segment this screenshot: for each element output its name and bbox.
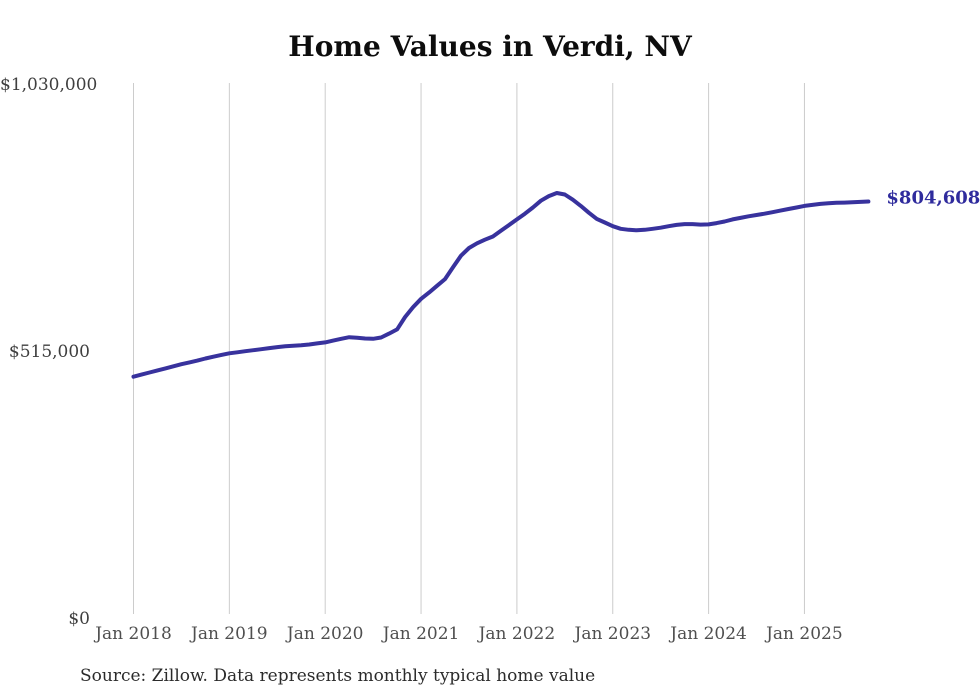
source-note: Source: Zillow. Data represents monthly …	[80, 666, 596, 686]
x-tick-label: Jan 2019	[191, 624, 268, 644]
x-tick-label: Jan 2025	[766, 624, 843, 644]
chart-title: Home Values in Verdi, NV	[288, 30, 692, 63]
y-tick-label: $1,030,000	[0, 74, 98, 95]
vertical-gridlines	[133, 83, 805, 614]
latest-value-label: $804,608	[886, 187, 980, 208]
x-tick-label: Jan 2020	[286, 624, 364, 644]
y-tick-label: $0	[68, 609, 90, 629]
x-tick-label: Jan 2023	[574, 624, 652, 644]
x-tick-label: Jan 2021	[382, 624, 460, 644]
x-tick-label: Jan 2024	[670, 624, 747, 644]
y-tick-label: $515,000	[8, 341, 90, 362]
home-value-line-series	[131, 191, 871, 379]
x-tick-label: Jan 2018	[95, 624, 172, 644]
x-tick-label: Jan 2022	[478, 624, 556, 644]
